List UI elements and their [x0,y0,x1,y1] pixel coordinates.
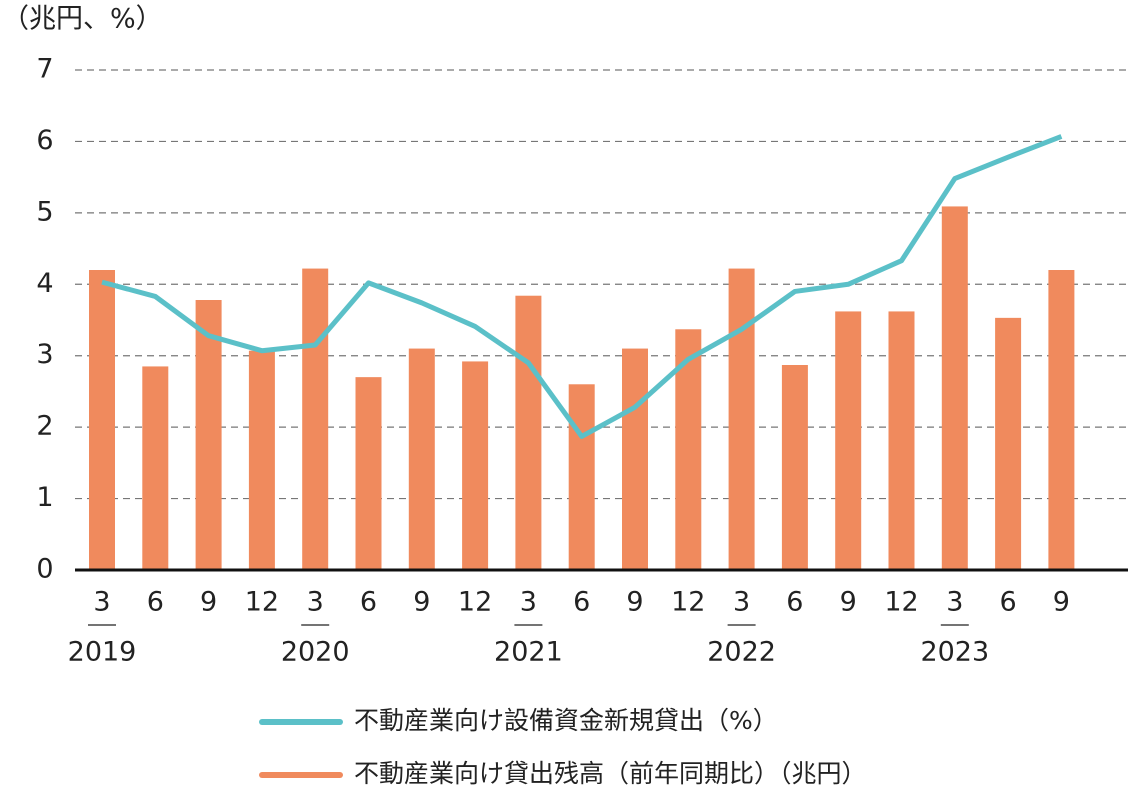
x-tick-label: 12 [884,587,918,618]
y-tick-label: 6 [36,125,53,156]
bar [195,300,222,570]
y-tick-label: 2 [36,411,53,442]
y-tick-label: 5 [36,196,53,227]
x-tick-label: 6 [360,587,377,618]
y-tick-label: 3 [36,339,53,370]
bar [728,268,755,570]
x-tick-label: 9 [413,587,430,618]
y-tick-label: 4 [36,268,53,299]
legend-label: 不動産業向け設備資金新規貸出（%） [354,706,778,735]
bar [568,384,595,570]
bar [355,377,382,570]
x-tick-label: 3 [93,587,110,618]
year-label: 2022 [707,637,776,668]
x-tick-label: 6 [786,587,803,618]
year-label: 2019 [68,637,137,668]
x-tick-label: 9 [1053,587,1070,618]
bar [622,348,648,570]
bar [995,317,1022,570]
bar [515,295,542,570]
year-label: 2023 [920,637,989,668]
x-tick-label: 6 [1000,587,1017,618]
bar [142,366,169,570]
x-tick-label: 3 [520,587,537,618]
y-tick-label: 1 [36,482,53,513]
x-tick-label: 3 [733,587,750,618]
bar [302,268,329,570]
legend-label: 不動産業向け貸出残高（前年同期比）（兆円） [354,759,867,788]
x-tick-label: 3 [307,587,324,618]
year-label: 2021 [494,637,563,668]
y-tick-label: 7 [36,54,53,85]
bar [781,365,808,570]
x-tick-label: 9 [840,587,857,618]
bar [835,311,862,570]
bar [89,270,115,570]
bar [248,350,275,570]
line [101,134,1063,439]
bar [941,206,968,570]
x-tick-label: 3 [946,587,963,618]
y-axis-label: （兆円、%） [2,4,163,35]
y-tick-label: 0 [36,554,53,585]
x-tick-label: 9 [626,587,643,618]
x-tick-label: 9 [200,587,217,618]
x-tick-label: 6 [147,587,164,618]
bar [462,361,489,570]
x-tick-label: 6 [573,587,590,618]
bar [888,311,915,570]
bar [408,348,435,570]
x-tick-label: 12 [245,587,279,618]
x-tick-label: 12 [671,587,705,618]
x-tick-label: 12 [458,587,492,618]
bar [1048,270,1075,570]
year-label: 2020 [281,637,350,668]
